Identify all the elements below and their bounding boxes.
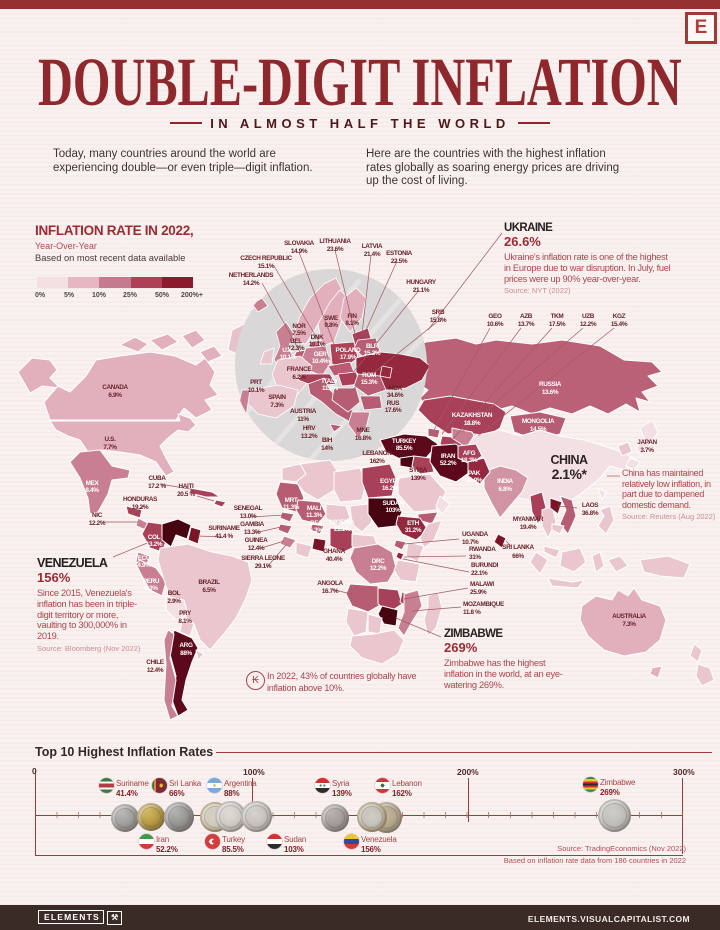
svg-text:U.K.10.1%: U.K. 10.1% [280, 347, 297, 361]
svg-text:U.S.7.7%: U.S. 7.7% [103, 436, 117, 451]
